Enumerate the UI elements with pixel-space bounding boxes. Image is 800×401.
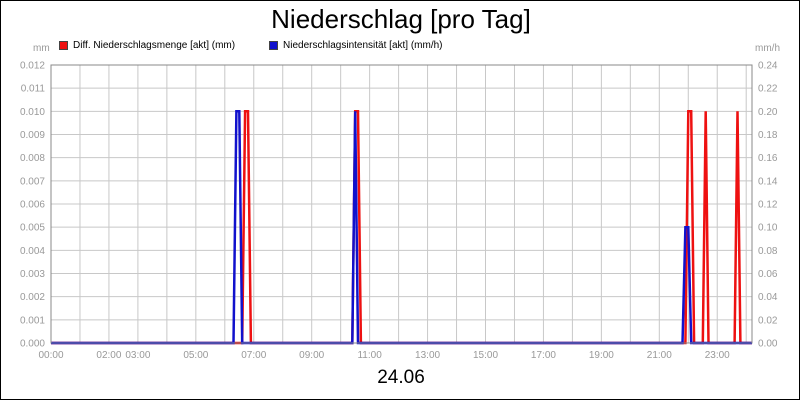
legend-label-intensitaet: Niederschlagsintensität [akt] (mm/h) [283, 40, 443, 51]
plot-frame [50, 64, 753, 344]
y-tick-label-right: 0.06 [758, 269, 778, 280]
legend-label-menge: Diff. Niederschlagsmenge [akt] (mm) [73, 40, 236, 51]
y-tick-label-left: 0.002 [20, 292, 45, 303]
x-tick-label: 17:00 [531, 350, 556, 361]
y-tick-label-right: 0.14 [758, 176, 778, 187]
right-axis-unit: mm/h [755, 43, 780, 54]
series-line-1 [51, 110, 752, 345]
x-tick-label: 09:00 [299, 350, 324, 361]
x-tick-label: 03:00 [125, 350, 150, 361]
legend-item-menge: Diff. Niederschlagsmenge [akt] (mm) [59, 40, 235, 51]
y-tick-label-left: 0.006 [20, 200, 45, 211]
y-tick-label-right: 0.20 [758, 107, 778, 118]
x-tick-label: 19:00 [589, 350, 614, 361]
y-tick-label-right: 0.00 [758, 339, 778, 350]
y-tick-label-left: 0.012 [20, 61, 45, 72]
y-tick-label-right: 0.08 [758, 246, 778, 257]
y-tick-label-right: 0.16 [758, 153, 778, 164]
y-tick-label-right: 0.04 [758, 292, 778, 303]
y-tick-label-right: 0.22 [758, 84, 778, 95]
chart-title: Niederschlag [pro Tag] [271, 4, 531, 34]
legend-swatch-blue [269, 41, 278, 50]
y-tick-label-right: 0.18 [758, 130, 778, 141]
x-tick-label: 21:00 [647, 350, 672, 361]
x-tick-label: 23:00 [705, 350, 730, 361]
y-tick-label-left: 0.007 [20, 176, 45, 187]
y-tick-label-left: 0.010 [20, 107, 45, 118]
x-tick-label: 07:00 [241, 350, 266, 361]
y-tick-label-left: 0.000 [20, 339, 45, 350]
x-tick-label: 15:00 [473, 350, 498, 361]
x-tick-label: 05:00 [183, 350, 208, 361]
y-tick-label-left: 0.008 [20, 153, 45, 164]
left-axis-unit: mm [33, 43, 50, 54]
y-tick-label-left: 0.009 [20, 130, 45, 141]
legend-item-intensitaet: Niederschlagsintensität [akt] (mm/h) [269, 40, 443, 51]
x-tick-label: 02:00 [96, 350, 121, 361]
x-tick-label: 11:00 [357, 350, 382, 361]
y-tick-label-right: 0.24 [758, 61, 778, 72]
y-tick-label-left: 0.004 [20, 246, 45, 257]
y-tick-label-left: 0.005 [20, 223, 45, 234]
y-tick-label-left: 0.003 [20, 269, 45, 280]
legend-swatch-red [59, 41, 68, 50]
x-tick-label: 13:00 [415, 350, 440, 361]
date-label: 24.06 [377, 367, 425, 388]
y-tick-label-right: 0.02 [758, 315, 778, 326]
y-tick-label-right: 0.12 [758, 200, 778, 211]
y-tick-label-right: 0.10 [758, 223, 778, 234]
y-tick-label-left: 0.001 [20, 315, 45, 326]
y-tick-label-left: 0.011 [21, 84, 46, 95]
x-tick-label: 00:00 [38, 350, 63, 361]
